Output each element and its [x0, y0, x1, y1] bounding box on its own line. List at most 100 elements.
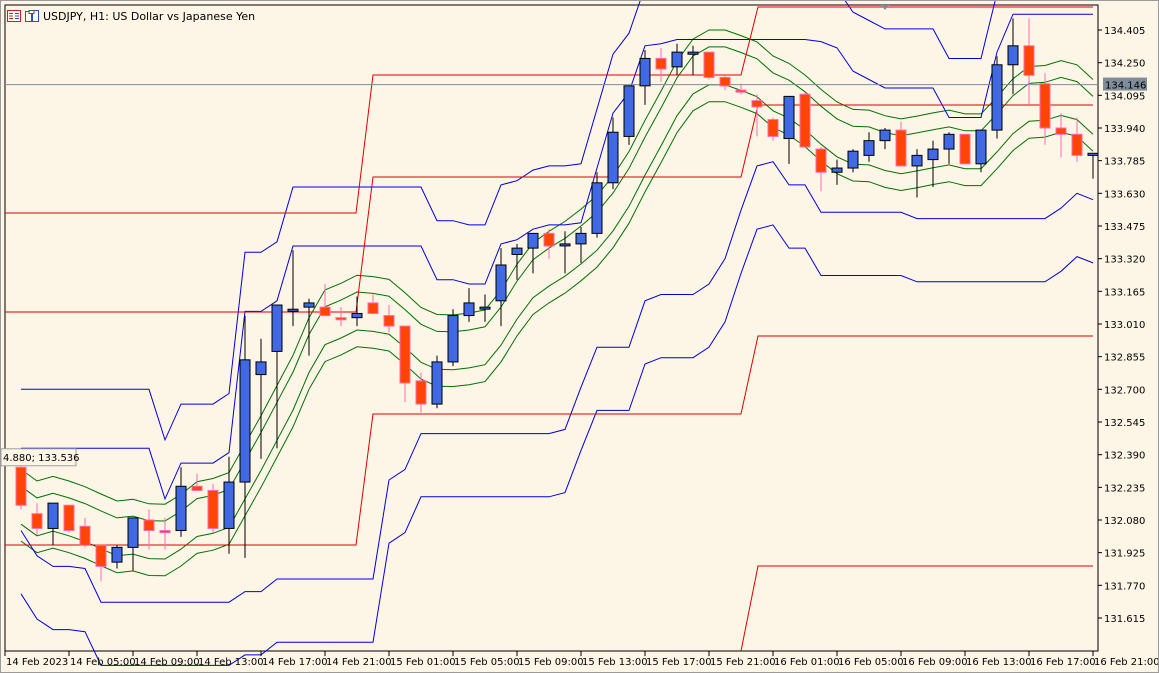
candle-bear[interactable]	[191, 485, 203, 491]
candle-bear[interactable]	[719, 76, 731, 87]
candle-bull[interactable]	[255, 361, 267, 376]
candle-bear[interactable]	[895, 129, 907, 167]
candle-bull[interactable]	[271, 304, 283, 352]
candle-bull[interactable]	[447, 315, 459, 363]
candle-bear[interactable]	[31, 513, 43, 529]
candle-bear[interactable]	[143, 519, 155, 532]
candle-bull[interactable]	[943, 133, 955, 150]
channel-lower-2	[20, 224, 1094, 666]
candle-bull[interactable]	[831, 167, 843, 173]
candle-bear[interactable]	[543, 232, 555, 247]
candle-bull[interactable]	[639, 57, 651, 87]
pivot-line-4	[740, 565, 1093, 652]
candle-bull[interactable]	[1007, 45, 1019, 66]
candle-bull[interactable]	[911, 154, 923, 167]
x-tick-label: 15 Feb 05:00	[454, 657, 520, 668]
candle-bear[interactable]	[63, 504, 75, 532]
chart-title-bar: USDJPY, H1: US Dollar vs Japanese Yen	[7, 8, 255, 24]
y-tick-label: 131.925	[1104, 549, 1145, 560]
chart-title: USDJPY, H1: US Dollar vs Japanese Yen	[43, 9, 256, 23]
candle-bear[interactable]	[399, 325, 411, 384]
chart-window-icon[interactable]	[25, 10, 39, 22]
candle-bull[interactable]	[111, 546, 123, 563]
y-tick-label: 133.165	[1104, 287, 1145, 298]
candle-bear[interactable]	[959, 133, 971, 165]
candle-bull[interactable]	[479, 306, 491, 310]
candle-bull[interactable]	[511, 247, 523, 255]
candle-bull[interactable]	[863, 140, 875, 156]
candle-bull[interactable]	[559, 243, 571, 247]
candle-bear[interactable]	[1055, 127, 1067, 135]
candle-bull[interactable]	[591, 182, 603, 234]
candle-bull[interactable]	[607, 131, 619, 184]
candle-bull[interactable]	[687, 51, 699, 55]
candle-bear[interactable]	[335, 317, 347, 321]
candle-bull[interactable]	[47, 502, 59, 529]
candle-bear[interactable]	[735, 89, 747, 93]
y-tick-label: 132.080	[1104, 516, 1145, 527]
channel-upper-1	[21, 13, 1093, 501]
candle-bull[interactable]	[975, 129, 987, 165]
y-tick-label: 131.615	[1104, 614, 1145, 625]
candle-bull[interactable]	[671, 51, 683, 68]
candle-bear[interactable]	[319, 306, 331, 317]
candle-bear[interactable]	[207, 489, 219, 529]
y-tick-label: 134.405	[1104, 26, 1145, 37]
candle-bull[interactable]	[175, 485, 187, 532]
candle-bear[interactable]	[1039, 83, 1051, 129]
pivot-line-1	[5, 6, 1093, 214]
candle-bear[interactable]	[415, 380, 427, 405]
candle-bull[interactable]	[879, 129, 891, 142]
candle-bull[interactable]	[495, 264, 507, 302]
y-tick-label: 134.250	[1104, 59, 1145, 70]
candle-bear[interactable]	[815, 148, 827, 173]
chart-shift-marker-icon[interactable]	[881, 5, 889, 10]
candle-bull[interactable]	[991, 64, 1003, 131]
candle-bull[interactable]	[1087, 152, 1099, 156]
candle-bear[interactable]	[767, 119, 779, 137]
x-tick-label: 16 Feb 05:00	[838, 657, 904, 668]
candle-bull[interactable]	[431, 361, 443, 405]
candle-bear[interactable]	[95, 544, 107, 567]
candle-bear[interactable]	[15, 466, 27, 506]
envelope-line-2	[20, 46, 1094, 522]
y-tick-label: 133.940	[1104, 124, 1145, 135]
y-tick-label: 132.855	[1104, 353, 1145, 364]
x-tick-label: 14 Feb 09:00	[134, 657, 200, 668]
y-tick-label: 132.235	[1104, 483, 1145, 494]
candle-bear[interactable]	[1071, 133, 1083, 156]
candle-bull[interactable]	[623, 85, 635, 137]
candle-bull[interactable]	[223, 481, 235, 529]
candle-bull[interactable]	[239, 359, 251, 483]
plot-area[interactable]	[4, 4, 1099, 652]
y-tick-label: 133.630	[1104, 189, 1145, 200]
candle-bear[interactable]	[799, 93, 811, 148]
candle-bull[interactable]	[575, 232, 587, 245]
candle-bear[interactable]	[367, 302, 379, 314]
candle-bear[interactable]	[79, 525, 91, 546]
x-tick-label: 15 Feb 09:00	[518, 657, 584, 668]
candle-bull[interactable]	[783, 95, 795, 140]
candle-bull[interactable]	[127, 517, 139, 548]
candle-bull[interactable]	[927, 148, 939, 161]
candle-bull[interactable]	[351, 312, 363, 319]
candle-bull[interactable]	[287, 308, 299, 312]
candle-bull[interactable]	[527, 232, 539, 249]
x-tick-label: 15 Feb 21:00	[710, 657, 776, 668]
candle-bull[interactable]	[303, 302, 315, 308]
candle-bear[interactable]	[703, 51, 715, 78]
candle-bear[interactable]	[159, 530, 171, 534]
chart-list-icon[interactable]	[7, 10, 21, 22]
x-tick-label: 14 Feb 21:00	[326, 657, 392, 668]
candle-bull[interactable]	[847, 150, 859, 169]
candle-bear[interactable]	[383, 315, 395, 327]
envelope-line-4	[20, 101, 1094, 577]
y-tick-label: 133.785	[1104, 157, 1145, 168]
y-tick-label: 134.095	[1104, 91, 1145, 102]
candle-bull[interactable]	[463, 302, 475, 317]
candle-bear[interactable]	[751, 100, 763, 108]
candle-bear[interactable]	[655, 57, 667, 70]
candle-bear[interactable]	[1023, 45, 1035, 76]
